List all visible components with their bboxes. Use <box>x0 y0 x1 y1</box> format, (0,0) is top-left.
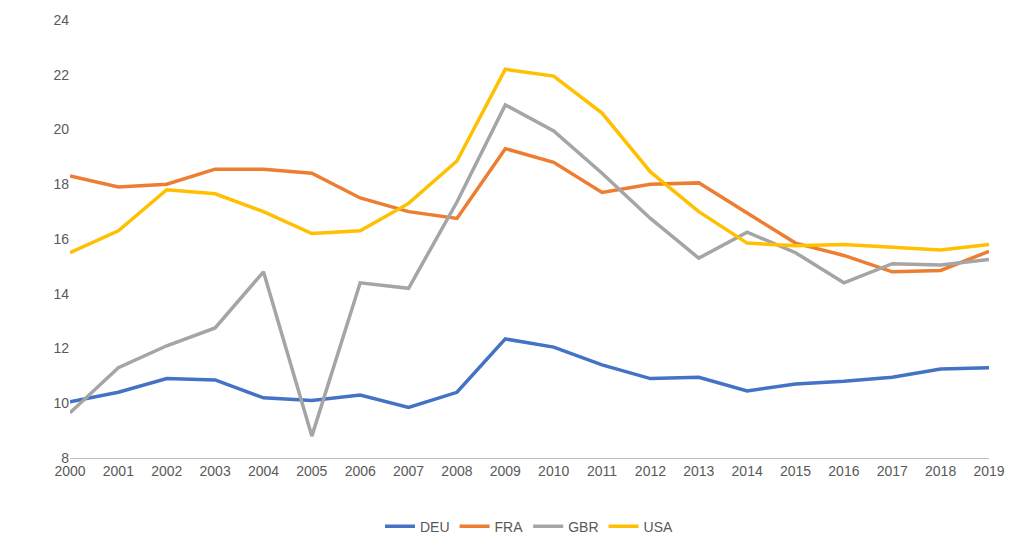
svg-text:2019: 2019 <box>973 463 1004 479</box>
svg-text:2018: 2018 <box>925 463 956 479</box>
svg-text:2000: 2000 <box>54 463 85 479</box>
svg-text:GBR: GBR <box>568 519 598 535</box>
svg-text:2002: 2002 <box>151 463 182 479</box>
svg-text:DEU: DEU <box>420 519 450 535</box>
svg-text:14: 14 <box>53 286 69 302</box>
svg-text:2011: 2011 <box>587 463 617 479</box>
svg-text:2004: 2004 <box>248 463 279 479</box>
svg-text:2006: 2006 <box>345 463 376 479</box>
svg-text:2015: 2015 <box>780 463 811 479</box>
svg-text:2012: 2012 <box>635 463 666 479</box>
svg-text:2016: 2016 <box>828 463 859 479</box>
svg-text:24: 24 <box>53 12 69 28</box>
svg-text:2009: 2009 <box>490 463 521 479</box>
svg-text:16: 16 <box>53 231 69 247</box>
svg-text:10: 10 <box>53 395 69 411</box>
svg-text:2003: 2003 <box>200 463 231 479</box>
svg-text:18: 18 <box>53 176 69 192</box>
svg-text:22: 22 <box>53 67 69 83</box>
svg-text:8: 8 <box>61 450 69 466</box>
svg-text:20: 20 <box>53 121 69 137</box>
svg-text:12: 12 <box>53 340 69 356</box>
svg-text:2008: 2008 <box>441 463 472 479</box>
svg-text:2013: 2013 <box>683 463 714 479</box>
svg-text:2017: 2017 <box>877 463 908 479</box>
svg-text:2010: 2010 <box>538 463 569 479</box>
svg-text:2014: 2014 <box>732 463 763 479</box>
svg-text:2007: 2007 <box>393 463 424 479</box>
svg-text:2005: 2005 <box>296 463 327 479</box>
svg-text:2001: 2001 <box>103 463 134 479</box>
svg-text:USA: USA <box>644 519 673 535</box>
svg-text:FRA: FRA <box>495 519 524 535</box>
